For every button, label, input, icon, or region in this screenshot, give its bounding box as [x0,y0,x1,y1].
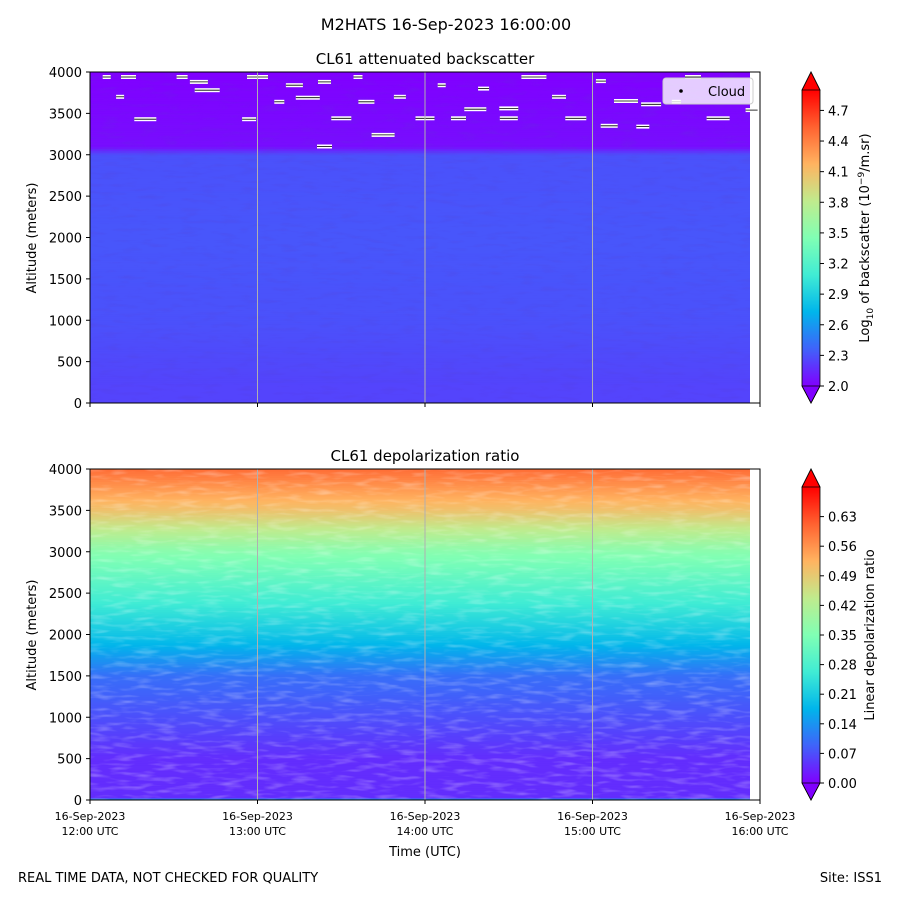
depolarization-x-ticks: 16-Sep-2023 12:00 UTC 16-Sep-2023 13:00 UTC… [55,800,796,838]
depolarization-panel: CL61 depolarization ratio 0 500 1000 1500 20… [25,447,878,860]
colorbar-tick-label: 3.8 [828,196,849,211]
colorbar-extend-min [801,782,821,801]
y-tick-label: 4000 [49,66,82,81]
figure-title: M2HATS 16-Sep-2023 16:00:00 [321,15,571,34]
heatmap-texture [90,469,750,800]
colorbar-tick-label: 0.28 [828,659,857,674]
backscatter-y-label: Altitude (meters) [25,183,40,294]
x-tick-date: 16-Sep-2023 [55,810,126,823]
colorbar-extend-max [801,468,821,488]
x-tick-time: 13:00 UTC [229,825,286,838]
colorbar-ticks: 0.00 0.07 0.14 0.21 0.28 0.35 0.42 0.49 0.56 0.63 [820,511,857,792]
colorbar-gradient [802,90,820,386]
x-tick-date: 16-Sep-2023 [725,810,796,823]
depolarization-gridlines [257,469,593,800]
colorbar-tick-label: 0.14 [828,718,857,733]
colorbar-ticks: 2.0 2.3 2.6 2.9 3.2 3.5 3.8 4.1 4.4 4.7 [820,104,849,395]
x-tick-date: 16-Sep-2023 [222,810,293,823]
heatmap-texture [90,72,750,403]
backscatter-panel: CL61 attenuated backscatter 0 500 1000 1500… [25,50,876,412]
y-tick-label: 2500 [49,190,82,205]
quality-disclaimer: REAL TIME DATA, NOT CHECKED FOR QUALITY [18,871,318,886]
y-tick-label: 500 [57,753,82,768]
y-tick-label: 0 [74,397,82,412]
x-tick-date: 16-Sep-2023 [390,810,461,823]
colorbar-tick-label: 2.9 [828,288,849,303]
y-tick-label: 500 [57,356,82,371]
y-tick-label: 0 [74,794,82,809]
x-tick-time: 16:00 UTC [731,825,788,838]
depolarization-title: CL61 depolarization ratio [331,447,520,465]
backscatter-title: CL61 attenuated backscatter [316,50,535,68]
site-label: Site: ISS1 [820,871,882,886]
depolarization-heatmap [90,469,750,800]
y-tick-label: 2000 [49,232,82,247]
colorbar-tick-label: 4.7 [828,104,849,119]
depolarization-y-ticks: 0 500 1000 1500 2000 2500 3000 3500 4000 [49,463,90,809]
legend-box [662,77,754,105]
y-tick-label: 1000 [49,711,82,726]
legend-label: Cloud [708,85,745,100]
colorbar-extend-max [801,71,821,91]
colorbar-tick-label: 4.1 [828,166,849,181]
colorbar-tick-label: 0.63 [828,511,857,526]
y-tick-label: 4000 [49,463,82,478]
backscatter-y-ticks: 0 500 1000 1500 2000 2500 3000 3500 4000 [49,66,90,412]
x-tick-time: 14:00 UTC [396,825,453,838]
y-tick-label: 1000 [49,314,82,329]
depolarization-colorbar-label: Linear depolarization ratio [863,549,878,720]
colorbar-tick-label: 2.6 [828,319,849,334]
x-tick-time: 12:00 UTC [61,825,118,838]
colorbar-gradient [802,487,820,783]
y-tick-label: 2000 [49,629,82,644]
x-tick-date: 16-Sep-2023 [557,810,628,823]
colorbar-tick-label: 4.4 [828,135,849,150]
y-tick-label: 1500 [49,670,82,685]
x-axis-label: Time (UTC) [388,845,461,860]
colorbar-tick-label: 2.0 [828,380,849,395]
colorbar-tick-label: 0.42 [828,599,857,614]
colorbar-tick-label: 2.3 [828,349,849,364]
colorbar-extend-min [801,385,821,404]
y-tick-label: 3500 [49,504,82,519]
backscatter-colorbar: 2.0 2.3 2.6 2.9 3.2 3.5 3.8 4.1 4.4 4.7 Log10 of … [801,71,876,404]
backscatter-x-ticks [89,403,761,407]
depolarization-colorbar: 0.00 0.07 0.14 0.21 0.28 0.35 0.42 0.49 0.56 0.63… [801,468,878,801]
backscatter-heatmap [90,72,750,403]
colorbar-tick-label: 0.07 [828,747,857,762]
y-tick-label: 3000 [49,149,82,164]
colorbar-tick-label: 0.00 [828,777,857,792]
colorbar-tick-label: 3.2 [828,258,849,273]
colorbar-tick-label: 0.49 [828,570,857,585]
y-tick-label: 3500 [49,107,82,122]
x-tick-time: 15:00 UTC [564,825,621,838]
backscatter-gridlines [257,72,593,403]
colorbar-tick-label: 0.35 [828,629,857,644]
cloud-legend: Cloud [662,77,754,105]
y-tick-label: 1500 [49,273,82,288]
y-tick-label: 3000 [49,546,82,561]
depolarization-y-label: Altitude (meters) [25,580,40,691]
y-tick-label: 2500 [49,587,82,602]
backscatter-colorbar-label: Log10 of backscatter (10−9/m.sr) [857,133,876,342]
colorbar-tick-label: 0.56 [828,540,857,555]
colorbar-tick-label: 0.21 [828,688,857,703]
colorbar-tick-label: 3.5 [828,227,849,242]
legend-marker [679,89,683,93]
